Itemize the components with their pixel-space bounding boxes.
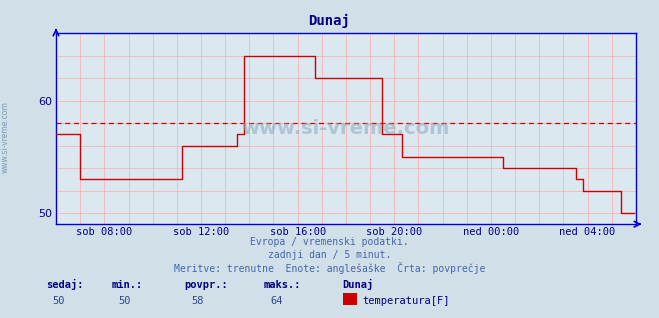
Text: 64: 64 xyxy=(270,296,283,306)
Text: 50: 50 xyxy=(119,296,131,306)
Text: min.:: min.: xyxy=(112,280,143,290)
Text: Meritve: trenutne  Enote: anglešaške  Črta: povprečje: Meritve: trenutne Enote: anglešaške Črta… xyxy=(174,262,485,274)
Text: Dunaj: Dunaj xyxy=(308,14,351,29)
Text: Dunaj: Dunaj xyxy=(343,279,374,290)
Text: povpr.:: povpr.: xyxy=(185,280,228,290)
Text: 58: 58 xyxy=(191,296,204,306)
Text: sedaj:: sedaj: xyxy=(46,279,84,290)
Text: www.si-vreme.com: www.si-vreme.com xyxy=(1,101,10,173)
Text: 50: 50 xyxy=(53,296,65,306)
Text: maks.:: maks.: xyxy=(264,280,301,290)
Text: Evropa / vremenski podatki.: Evropa / vremenski podatki. xyxy=(250,237,409,247)
Text: zadnji dan / 5 minut.: zadnji dan / 5 minut. xyxy=(268,250,391,259)
Text: temperatura[F]: temperatura[F] xyxy=(362,296,450,306)
Text: www.si-vreme.com: www.si-vreme.com xyxy=(242,119,450,138)
